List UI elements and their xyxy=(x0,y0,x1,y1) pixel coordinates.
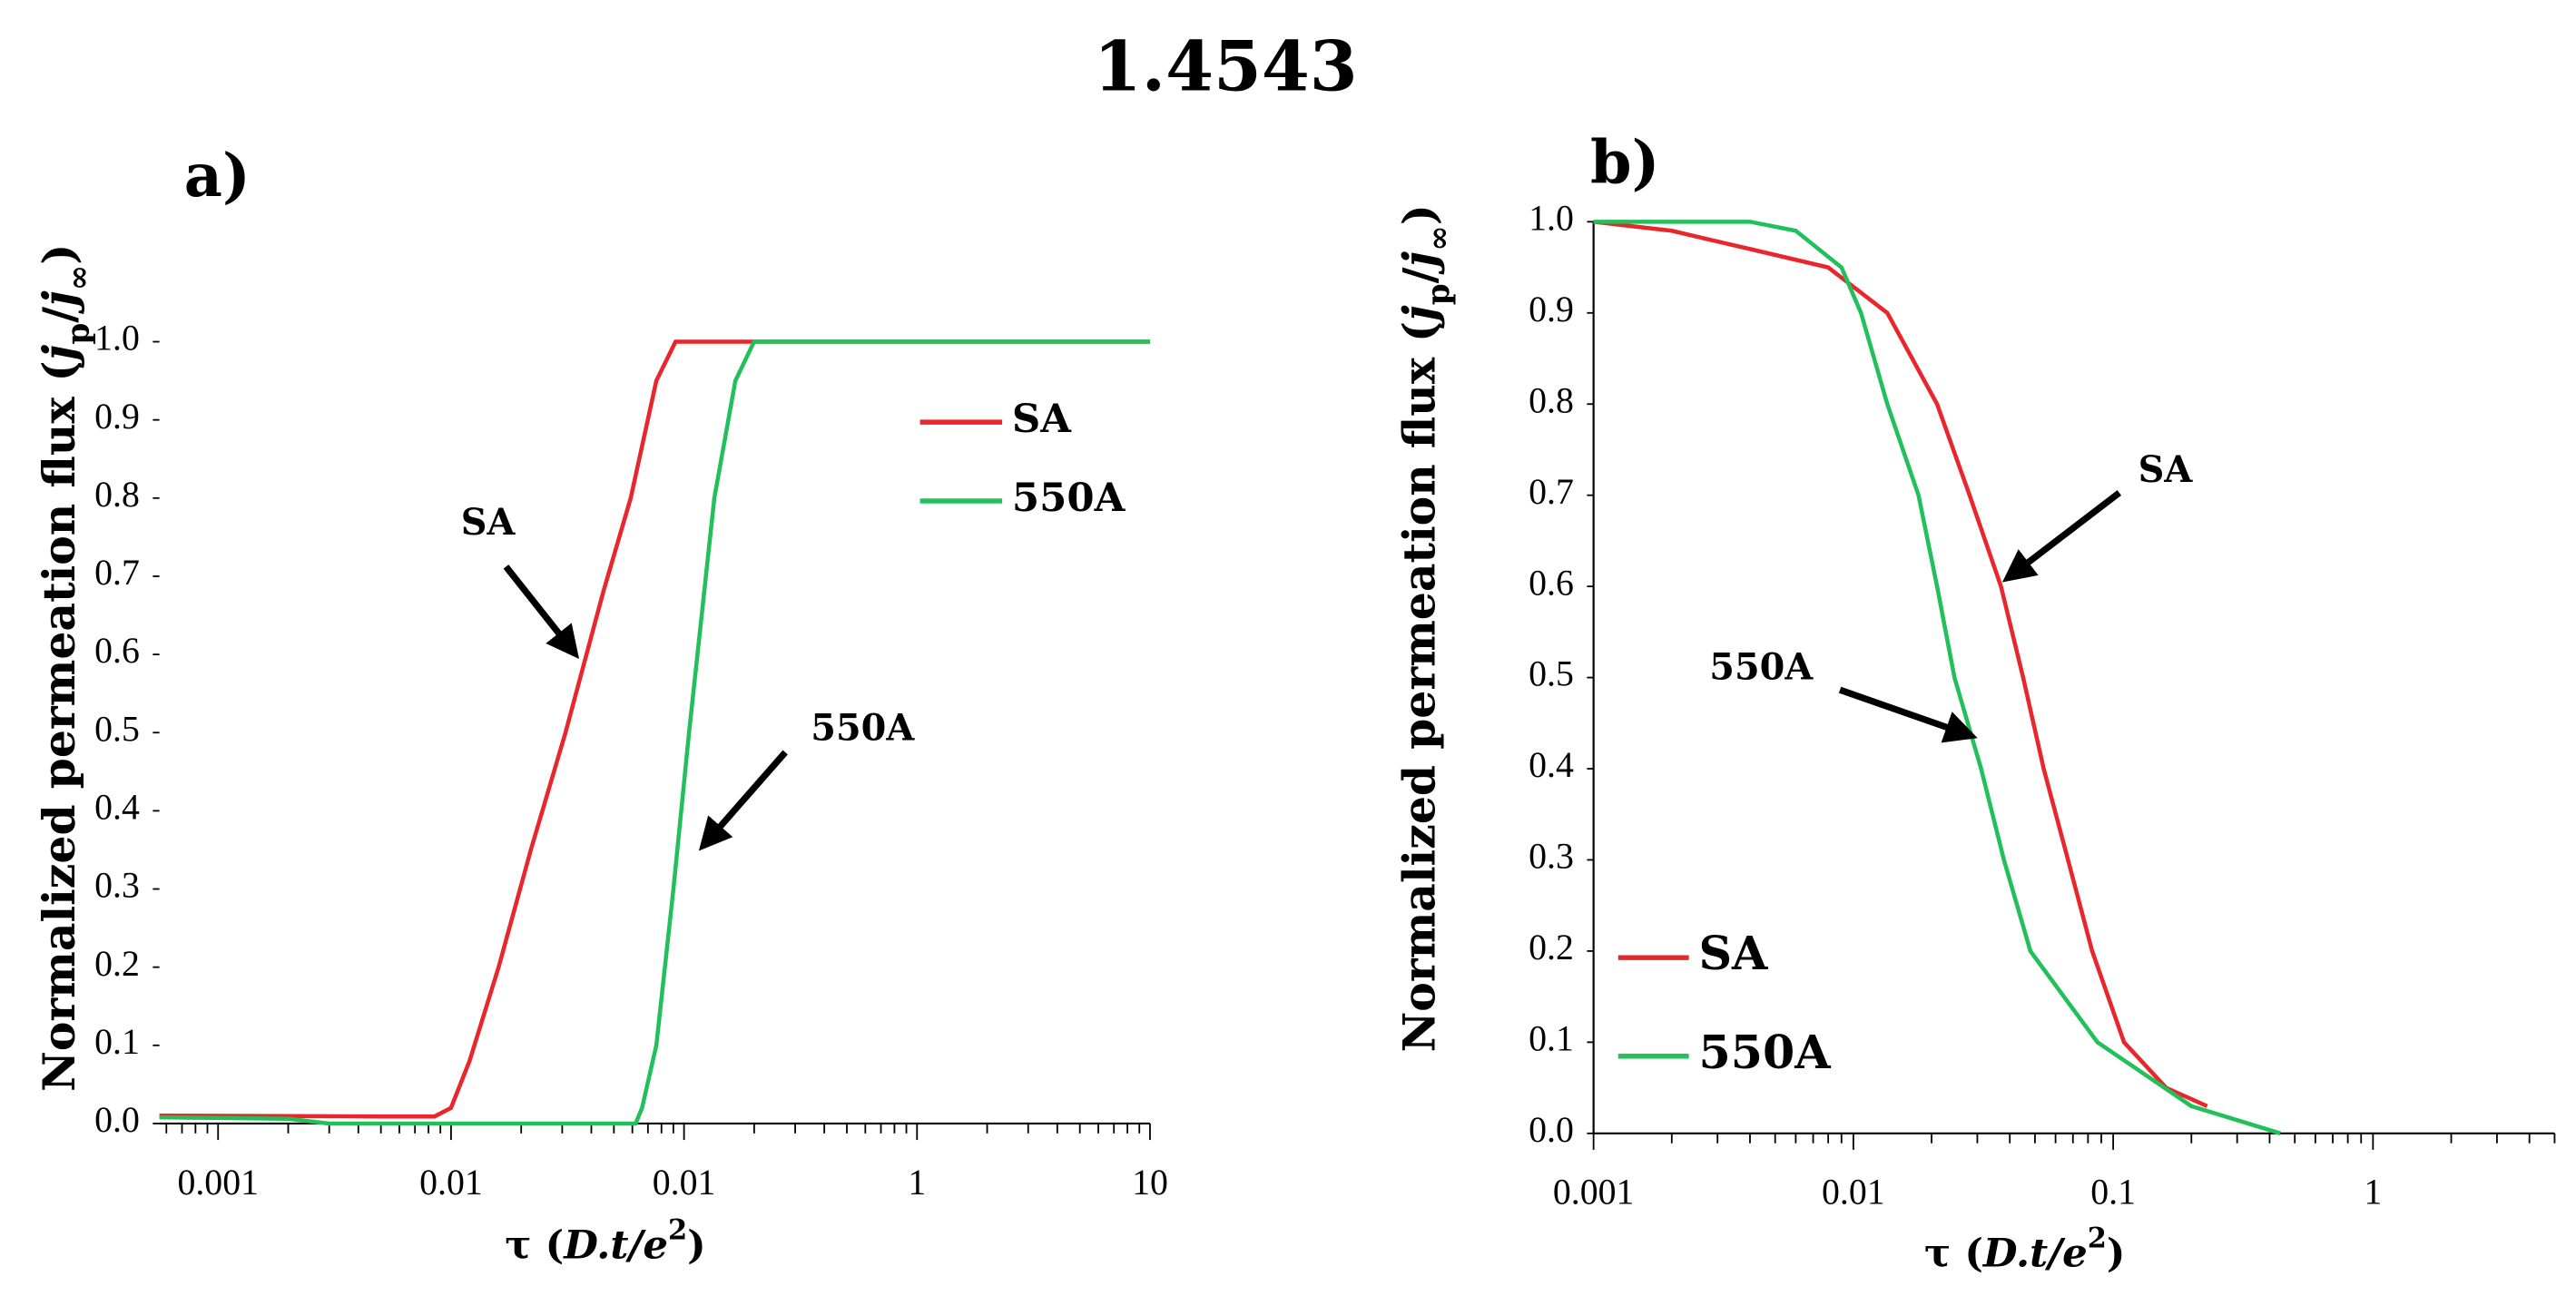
legend-label: SA xyxy=(1698,926,1768,980)
label-part: / xyxy=(1392,267,1445,283)
annotation-arrow xyxy=(698,750,788,851)
y-tick-label: 0.0 xyxy=(94,1100,140,1140)
annotation-arrow xyxy=(2001,490,2122,583)
y-tick-label: 1.0 xyxy=(94,319,140,358)
label-part: Normalized permeation flux ( xyxy=(1392,321,1445,1052)
x-tick-label: 0.001 xyxy=(177,1163,259,1203)
line-series xyxy=(1593,220,2208,1108)
line-series xyxy=(159,339,1150,1126)
y-tick-label: 0.9 xyxy=(94,397,140,437)
x-tick-label: 10 xyxy=(1132,1163,1168,1203)
y-tick-label: 0.8 xyxy=(94,475,140,515)
x-tick-label: 1 xyxy=(2364,1173,2382,1213)
y-tick-label: 0.3 xyxy=(94,866,140,906)
y-tick-label: 0.4 xyxy=(94,788,140,828)
panel-label: b) xyxy=(1590,129,1659,198)
label-part: D.t/e xyxy=(1981,1231,2088,1277)
x-axis-label: τ (D.t/e2) xyxy=(505,1214,705,1269)
y-tick-label: 0.6 xyxy=(94,631,140,671)
y-tick-label: 0.2 xyxy=(94,944,140,984)
label-part: ∞ xyxy=(1421,225,1457,250)
y-tick-label: 0.8 xyxy=(1529,380,1574,420)
y-tick-label: 0.3 xyxy=(1529,837,1574,877)
annotation: SA xyxy=(2138,449,2194,491)
y-axis-label: Normalized permeation flux (jp/j∞) xyxy=(1392,204,1458,1052)
y-tick-label: 0.5 xyxy=(94,709,140,749)
y-tick-label: 0.4 xyxy=(1529,745,1574,785)
legend-label: 550A xyxy=(1012,475,1126,521)
annotation: 550A xyxy=(811,707,915,749)
label-part: 2 xyxy=(2088,1222,2107,1255)
label-part: τ ( xyxy=(1924,1231,1983,1277)
line-series xyxy=(1593,220,2282,1135)
annotation: 550A xyxy=(1709,646,1814,688)
annotation-arrow xyxy=(503,565,580,660)
y-tick-label: 0.7 xyxy=(1529,472,1574,512)
label-part: Normalized permeation flux ( xyxy=(32,360,84,1091)
annotation: SA xyxy=(461,502,516,544)
x-tick-label: 0.01 xyxy=(653,1163,716,1203)
x-tick-label: 0.01 xyxy=(1822,1173,1885,1213)
x-axis-label: τ (D.t/e2) xyxy=(1924,1222,2125,1277)
label-part: p xyxy=(1421,283,1457,305)
label-part: 2 xyxy=(668,1214,687,1247)
annotation-arrow xyxy=(1838,686,1978,743)
y-axis-label: Normalized permeation flux (jp/j∞) xyxy=(32,244,96,1092)
label-part: ) xyxy=(2107,1231,2126,1277)
line-series xyxy=(159,339,1150,1119)
x-tick-label: 0.1 xyxy=(2090,1173,2136,1213)
y-tick-label: 1.0 xyxy=(1529,198,1574,238)
x-tick-label: 0.001 xyxy=(1553,1173,1635,1213)
x-tick-label: 0.01 xyxy=(419,1163,483,1203)
panel-label: a) xyxy=(184,142,251,211)
label-part: D.t/e xyxy=(562,1222,668,1269)
label-part: p xyxy=(61,323,97,345)
y-tick-label: 0.7 xyxy=(94,553,140,593)
y-tick-label: 0.1 xyxy=(94,1022,140,1062)
y-tick-label: 0.2 xyxy=(1529,928,1574,967)
label-part: ) xyxy=(32,244,84,265)
legend-label: 550A xyxy=(1698,1025,1831,1079)
y-tick-label: 0.0 xyxy=(1529,1110,1574,1150)
label-part: ) xyxy=(1392,204,1445,225)
label-part: ) xyxy=(687,1222,706,1269)
label-part: τ ( xyxy=(505,1222,564,1269)
y-tick-label: 0.6 xyxy=(1529,563,1574,603)
y-tick-label: 0.1 xyxy=(1529,1019,1574,1059)
y-tick-label: 0.5 xyxy=(1529,654,1574,694)
x-tick-label: 1 xyxy=(908,1163,926,1203)
legend-label: SA xyxy=(1012,396,1072,442)
label-part: ∞ xyxy=(61,265,97,290)
figure-title: 1.4543 xyxy=(1094,26,1358,107)
y-tick-label: 0.9 xyxy=(1529,290,1574,329)
label-part: / xyxy=(32,307,84,323)
